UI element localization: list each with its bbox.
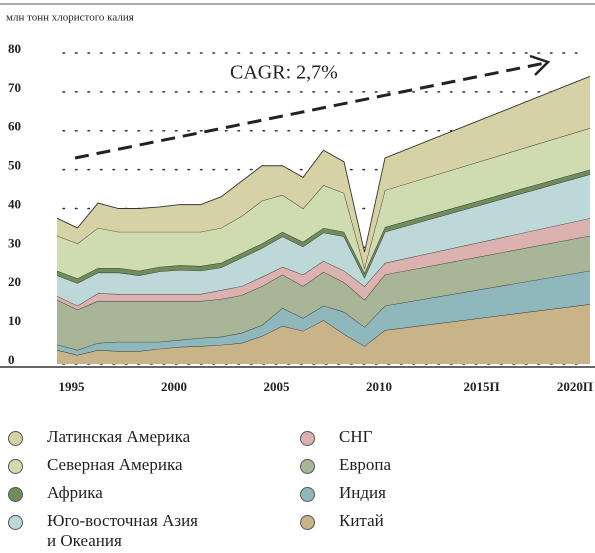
y-tick-label: 50 — [8, 158, 21, 173]
trend-arrow — [74, 61, 546, 160]
legend-label: Латинская Америка — [47, 427, 191, 446]
y-tick-label: 20 — [8, 274, 21, 289]
arrow-head — [529, 54, 551, 76]
area — [57, 235, 590, 351]
legend-label: Африка — [47, 483, 103, 502]
legend-item: Китай — [300, 511, 530, 531]
chart: млн тонн хлористого калия 0 10 20 30 40 50 60 7… — [0, 3, 595, 394]
area-edge — [56, 75, 591, 253]
legend-swatch — [300, 431, 315, 446]
y-tick-label: 10 — [8, 313, 21, 328]
legend: Латинская Америка Северная Америка Африка Ю… — [0, 420, 595, 553]
x-tick-label: 2000 — [161, 379, 187, 394]
area — [57, 270, 590, 356]
legend-swatch — [8, 487, 23, 502]
y-tick-label: 60 — [8, 119, 21, 134]
legend-item: Африка — [8, 483, 238, 503]
legend-item: Северная Америка — [8, 455, 238, 475]
legend-swatch — [300, 487, 315, 502]
x-tick-label: 1995 — [59, 379, 86, 394]
area — [57, 304, 590, 364]
y-tick-label: 0 — [8, 352, 15, 367]
legend-label: Индия — [339, 483, 386, 502]
area — [57, 174, 590, 306]
legend-label: Юго-восточная Азия и Океания — [47, 511, 198, 550]
area — [57, 169, 590, 284]
legend-swatch — [300, 459, 315, 474]
legend-item: СНГ — [300, 427, 530, 447]
x-tick-label: 2020П — [557, 379, 593, 394]
legend-swatch — [8, 459, 23, 474]
area-edge — [56, 127, 591, 270]
legend-label: СНГ — [339, 427, 373, 446]
legend-item: Латинская Америка — [8, 427, 238, 447]
x-tick-label: 2005 — [264, 379, 291, 394]
annotation: CAGR: 2,7% — [230, 62, 338, 84]
x-tick-label: 2010 — [366, 379, 392, 394]
legend-item: Европа — [300, 455, 530, 475]
legend-label: Китай — [339, 511, 384, 530]
y-tick-label: 30 — [8, 235, 21, 250]
y-tick-label: 70 — [8, 80, 21, 95]
y-tick-label: 80 — [8, 41, 21, 56]
area — [57, 76, 590, 268]
legend-label: Европа — [339, 455, 392, 474]
legend-item: Юго-восточная Азия и Океания — [8, 511, 208, 551]
area — [57, 128, 590, 279]
page: млн тонн хлористого калия 0 10 20 30 40 50 60 7… — [0, 3, 595, 550]
legend-label: Северная Америка — [47, 455, 183, 474]
legend-swatch — [300, 515, 315, 530]
area — [57, 218, 590, 310]
y-tick-label: 40 — [8, 196, 21, 211]
legend-item: Индия — [300, 483, 530, 503]
x-tick-label: 2015П — [463, 379, 499, 394]
legend-swatch — [8, 515, 23, 530]
subtitle: млн тонн хлористого калия — [6, 12, 134, 24]
legend-swatch — [8, 431, 23, 446]
